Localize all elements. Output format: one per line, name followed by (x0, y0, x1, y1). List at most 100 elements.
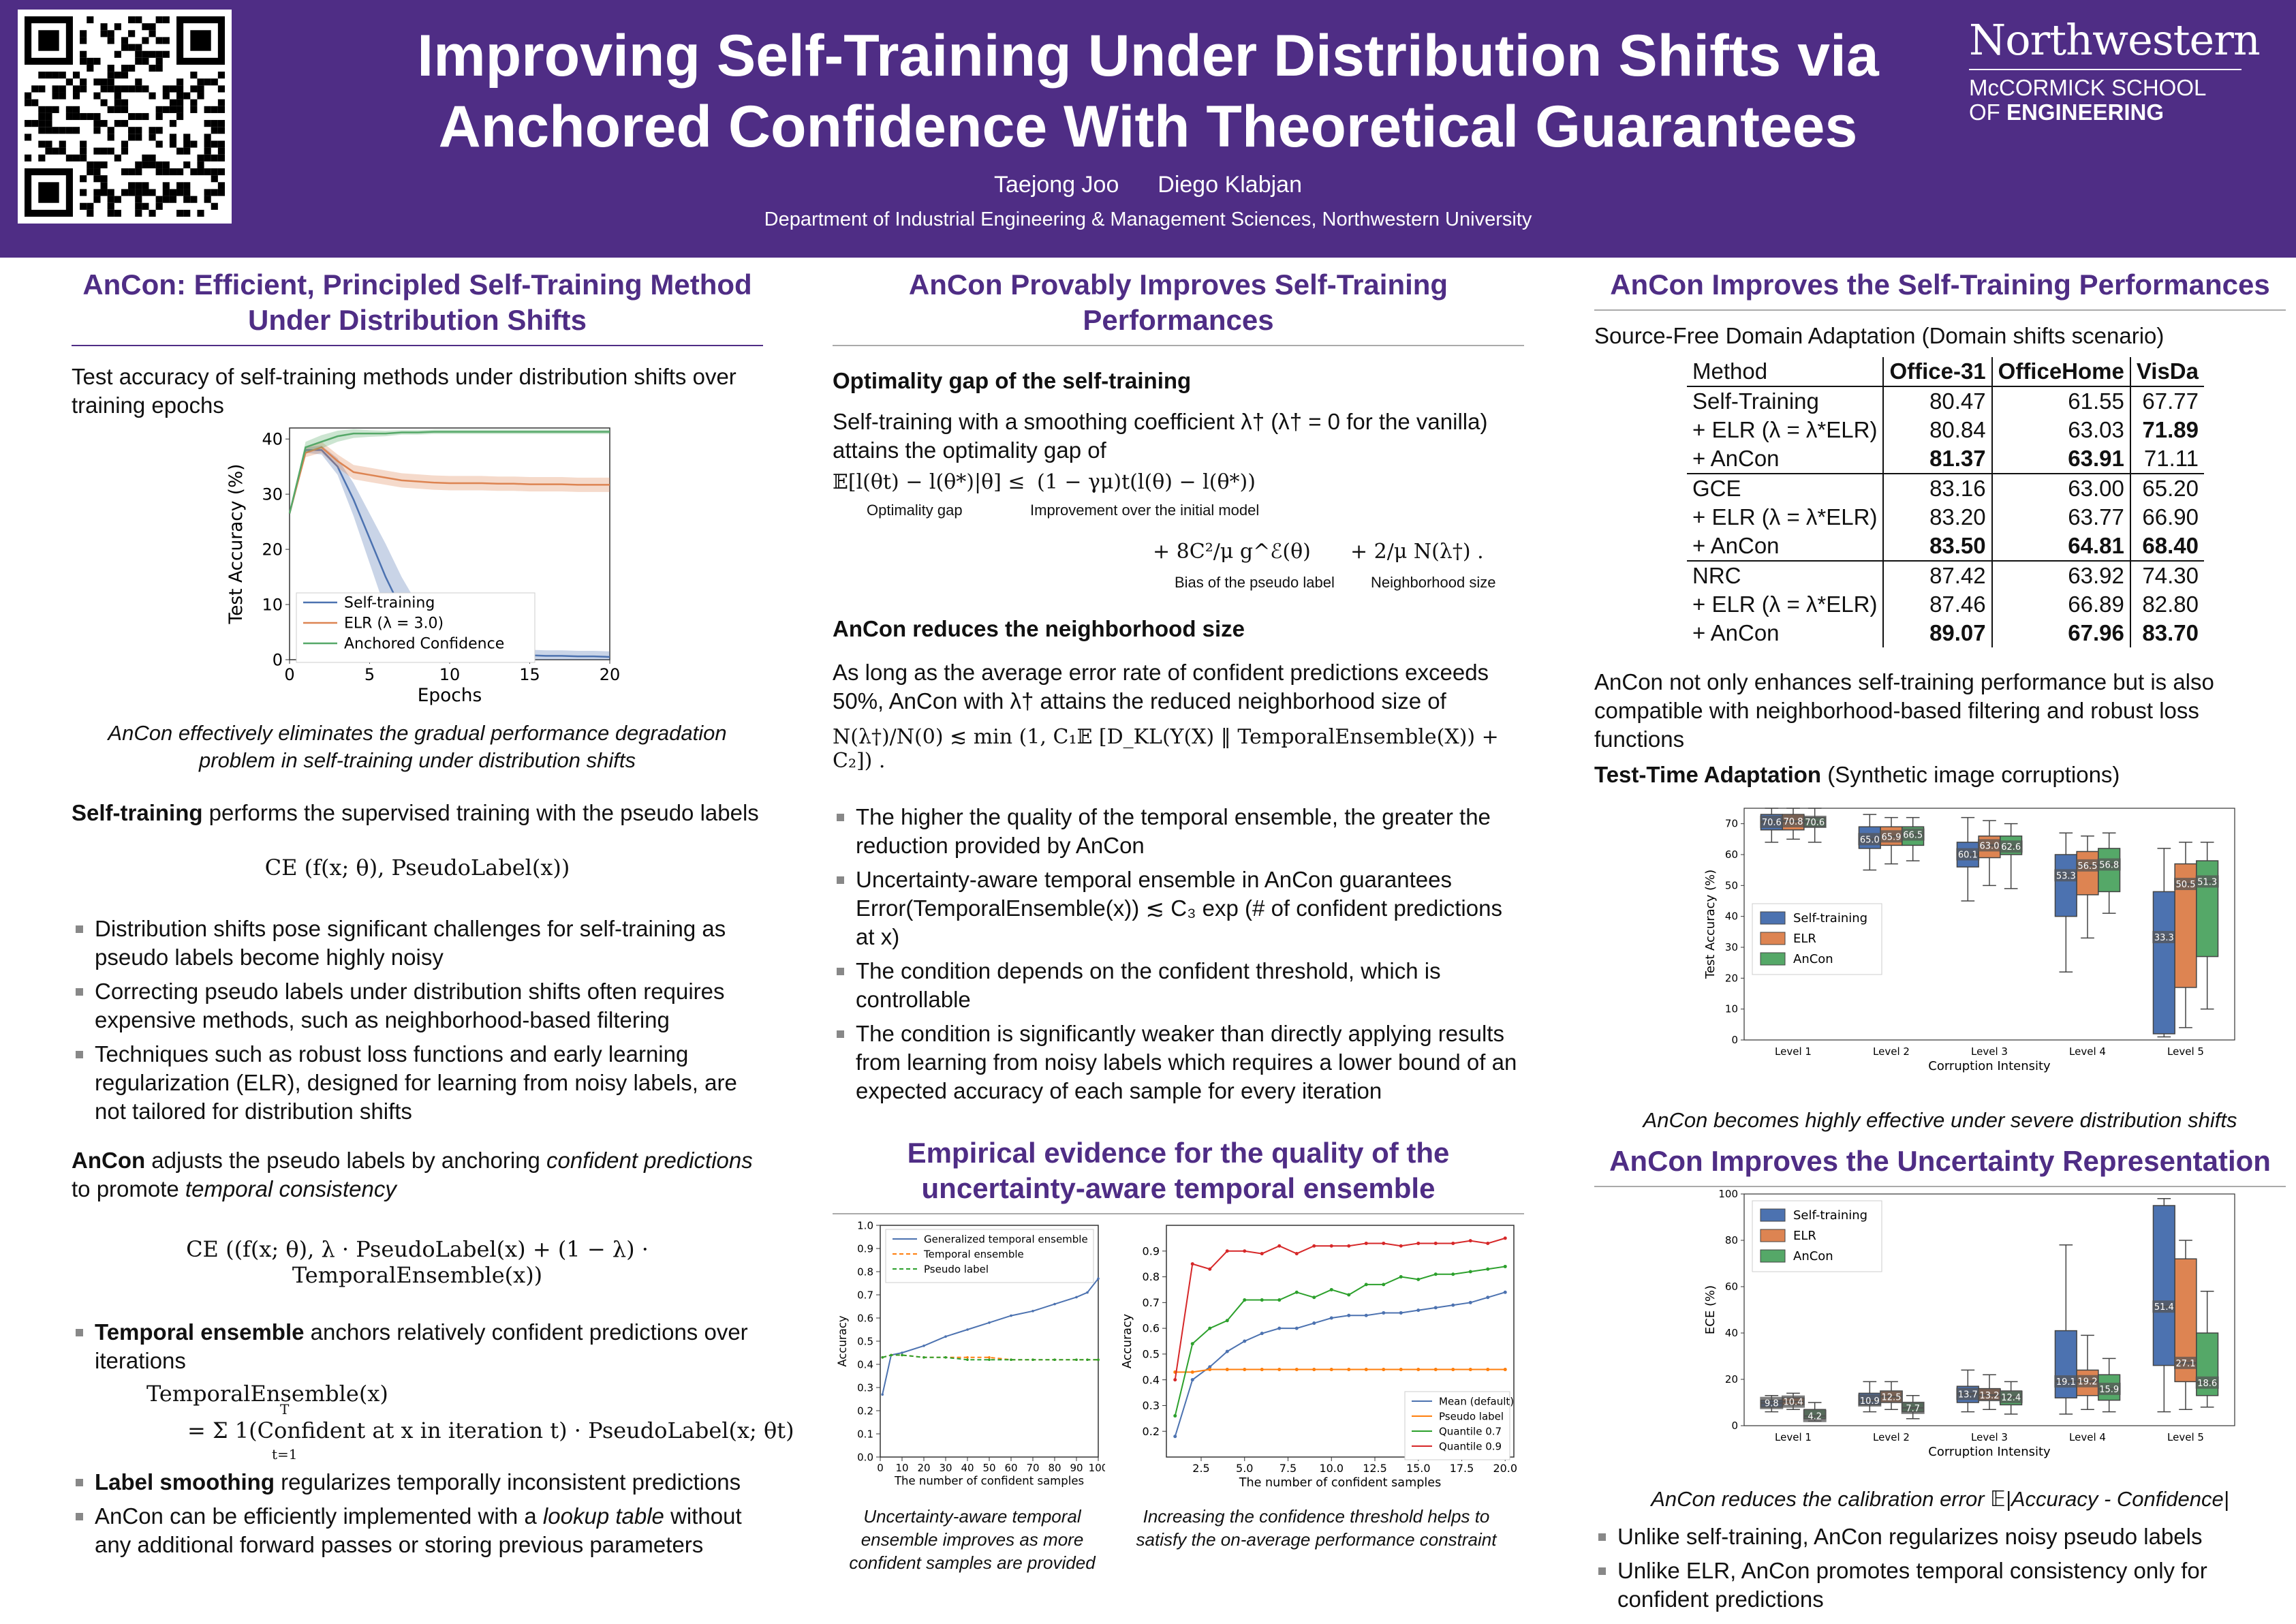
qr-module (107, 106, 114, 113)
qr-module (114, 92, 121, 99)
qr-module (176, 78, 184, 86)
qr-module (155, 127, 163, 134)
legend-label: ELR (1793, 932, 1816, 946)
legend-label: ELR (1793, 1229, 1816, 1243)
qr-module (162, 85, 170, 93)
data-point (1399, 1311, 1403, 1315)
qr-module (190, 85, 198, 93)
y-axis-label: Accuracy (1121, 1314, 1134, 1368)
median-label: 51.3 (2197, 877, 2217, 887)
table-cell: 64.81 (1991, 532, 2130, 561)
qr-module (149, 30, 156, 37)
data-point (1468, 1300, 1472, 1304)
data-point (881, 1393, 884, 1396)
qr-module (121, 120, 129, 127)
qr-module (142, 154, 149, 162)
y-tick-label: 10 (1725, 1003, 1738, 1015)
data-point (988, 1321, 991, 1324)
qr-module (25, 92, 32, 99)
qr-module (142, 23, 149, 31)
qr-module (135, 127, 142, 134)
temporal-ensemble-chart: 0 10 20 30 40 50 60 70 80 90 100 0.0 0.1 0.2 0.3 0.4 0.5… (836, 1219, 1105, 1487)
legend-swatch (1760, 911, 1786, 925)
table-cell: 63.91 (1991, 444, 2130, 474)
left-column: AnCon: Efficient, Principled Self-Traini… (72, 267, 794, 1620)
x-tick-label: Level 4 (2069, 1431, 2106, 1443)
table-cell: 71.89 (2129, 416, 2204, 444)
x-tick-label: Level 3 (1971, 1431, 2008, 1443)
x-tick-label: 10 (439, 665, 461, 684)
gap-lhs-label: Optimality gap (867, 502, 963, 519)
data-point (1208, 1368, 1212, 1372)
qr-module (121, 99, 129, 106)
qr-module (121, 72, 129, 79)
qr-module (65, 112, 73, 121)
term-ancon: AnCon (72, 1148, 146, 1173)
qr-module (135, 134, 142, 141)
qr-module (87, 57, 94, 65)
legend-label: Pseudo label (924, 1263, 989, 1275)
table-row: + ELR (λ = λ*ELR) 83.20 63.77 66.90 (1687, 503, 2204, 532)
data-point (1208, 1267, 1212, 1271)
data-point (1399, 1368, 1403, 1372)
x-tick-label: 100 (1089, 1462, 1105, 1474)
logo-school-1: McCORMICK SCHOOL (1969, 75, 2207, 100)
qr-module (183, 134, 191, 141)
table-row: Self-Training 80.47 61.55 67.77 (1687, 386, 2204, 416)
gap-rhs-label: Improvement over the initial model (1030, 502, 1260, 519)
qr-module (107, 127, 114, 134)
qr-module (87, 168, 94, 176)
term-lookup: lookup table (542, 1503, 664, 1529)
subheading: AnCon reduces the neighborhood size (833, 616, 1245, 641)
qr-code-icon (25, 16, 225, 217)
y-tick-label: 0 (273, 650, 283, 669)
confidence-band (290, 442, 610, 514)
logo-name: Northwestern (1969, 15, 2261, 65)
qr-module (59, 85, 66, 93)
equation-te-rhs: T = Σ 1(Confident at x in iteration t) ·… (187, 1401, 794, 1462)
qr-module (197, 85, 204, 93)
data-point (1190, 1262, 1194, 1266)
qr-module (197, 209, 204, 217)
qr-module (87, 64, 94, 72)
qr-code[interactable] (18, 10, 232, 224)
median-label: 19.1 (2056, 1377, 2076, 1388)
data-point (1053, 1302, 1056, 1306)
qr-module (72, 106, 80, 113)
median-label: 15.9 (2099, 1385, 2119, 1395)
median-label: 51.4 (2154, 1302, 2174, 1313)
data-point (1294, 1290, 1299, 1294)
qr-module (162, 92, 170, 99)
qr-module (204, 106, 211, 113)
qr-module (211, 175, 218, 183)
median-label-bg (1858, 833, 1882, 846)
qr-module (176, 209, 184, 217)
qr-module (121, 106, 129, 113)
qr-module (142, 189, 149, 196)
x-tick-label: 60 (1004, 1462, 1017, 1474)
northwestern-logo: Northwestern McCORMICK SCHOOL OF ENGINEE… (1969, 15, 2261, 125)
figure-caption: AnCon reduces the calibration error 𝔼|Ac… (1651, 1487, 2229, 1511)
data-point (922, 1345, 925, 1347)
x-axis-label: Corruption Intensity (1928, 1445, 2051, 1459)
data-point (1190, 1342, 1194, 1346)
y-tick-label: 0.7 (1143, 1296, 1160, 1309)
list-item: AnCon can be efficiently implemented wit… (72, 1502, 763, 1559)
text: adjusts the pseudo labels by anchoring (145, 1148, 547, 1173)
self-training-paragraph: Self-training performs the supervised tr… (72, 799, 763, 827)
qr-module (93, 168, 101, 176)
subheading: Optimality gap of the self-training (833, 368, 1192, 393)
list-item: Unlike ELR, AnCon promotes temporal cons… (1594, 1557, 2286, 1614)
data-point (922, 1356, 925, 1359)
confidence-threshold-chart: 2.5 5.0 7.5 10.0 12.5 15.0 17.5 20.0 0.2 0.3 0.4 0.… (1121, 1225, 1517, 1490)
qr-module (25, 134, 32, 141)
list-item: Temporal ensemble anchors relatively con… (72, 1318, 763, 1375)
y-tick-label: 0.4 (857, 1358, 873, 1370)
qr-module (162, 106, 170, 113)
qr-module (107, 37, 114, 44)
qr-module (45, 112, 52, 121)
qr-module (135, 112, 142, 121)
qr-module (45, 106, 52, 113)
median-label: 50.5 (2176, 880, 2196, 890)
table-cell: 83.16 (1882, 473, 1992, 503)
